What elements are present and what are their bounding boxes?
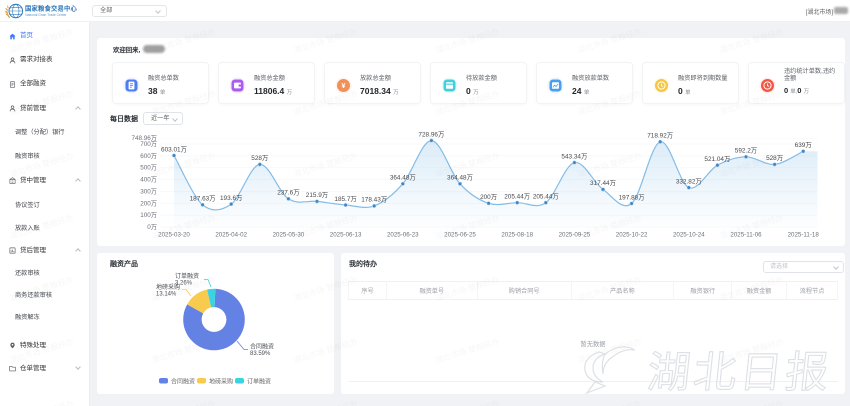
svg-text:205.44万: 205.44万 [533,193,559,201]
svg-text:600万: 600万 [140,152,157,160]
svg-text:订单融资: 订单融资 [175,272,199,280]
svg-text:合同融资: 合同融资 [171,378,195,386]
svg-text:317.44万: 317.44万 [590,179,616,187]
svg-text:592.2万: 592.2万 [735,147,757,155]
svg-text:83.59%: 83.59% [250,351,271,357]
svg-text:193.6万: 193.6万 [220,194,242,202]
svg-text:185.7万: 185.7万 [334,195,356,203]
svg-text:187.63万: 187.63万 [190,195,216,203]
svg-text:332.82万: 332.82万 [676,177,702,185]
svg-text:2025-03-20: 2025-03-20 [158,232,190,239]
svg-text:728.96万: 728.96万 [418,130,444,138]
svg-text:200万: 200万 [480,193,497,201]
svg-text:528万: 528万 [251,154,268,162]
svg-text:订单融资: 订单融资 [247,378,271,386]
svg-text:748.96万: 748.96万 [131,134,157,142]
svg-text:500万: 500万 [140,164,157,172]
svg-text:215.9万: 215.9万 [306,191,328,199]
svg-text:国家粮食交易中心: 国家粮食交易中心 [25,4,77,13]
svg-text:364.48万: 364.48万 [390,174,416,182]
svg-text:237.6万: 237.6万 [277,189,299,197]
svg-text:2025-04-02: 2025-04-02 [215,232,247,239]
svg-text:300万: 300万 [140,187,157,195]
svg-text:603.01万: 603.01万 [161,145,187,153]
svg-text:2025-10-22: 2025-10-22 [616,232,648,239]
svg-text:湖北日报: 湖北日报 [645,350,834,397]
svg-text:197.88万: 197.88万 [619,193,645,201]
svg-text:0万: 0万 [147,223,157,231]
svg-text:718.92万: 718.92万 [647,132,673,140]
svg-text:2025-11-18: 2025-11-18 [788,232,820,239]
svg-text:521.04万: 521.04万 [704,155,730,163]
svg-text:200万: 200万 [140,199,157,207]
svg-text:528万: 528万 [766,154,783,162]
svg-text:100万: 100万 [140,211,157,219]
svg-text:543.34万: 543.34万 [561,152,587,160]
svg-text:2025-08-18: 2025-08-18 [501,232,533,239]
svg-text:地磅采购: 地磅采购 [209,378,233,386]
svg-text:2025-06-23: 2025-06-23 [387,232,419,239]
svg-text:205.44万: 205.44万 [504,193,530,201]
svg-text:National Grain Trade Center: National Grain Trade Center [25,13,67,17]
svg-text:2025-06-25: 2025-06-25 [444,232,476,239]
svg-text:地磅采购: 地磅采购 [156,283,180,291]
svg-text:13.14%: 13.14% [156,292,177,298]
svg-text:¥: ¥ [342,83,346,90]
svg-text:2025-05-30: 2025-05-30 [273,232,305,239]
svg-text:400万: 400万 [140,176,157,184]
svg-text:178.43万: 178.43万 [361,196,387,204]
svg-text:2025-09-25: 2025-09-25 [559,232,591,239]
svg-text:2025-11-06: 2025-11-06 [730,232,762,239]
svg-text:639万: 639万 [795,141,812,149]
svg-text:2025-06-13: 2025-06-13 [330,232,362,239]
svg-text:2025-10-24: 2025-10-24 [673,232,705,239]
svg-text:364.48万: 364.48万 [447,174,473,182]
svg-text:合同融资: 合同融资 [250,343,274,351]
